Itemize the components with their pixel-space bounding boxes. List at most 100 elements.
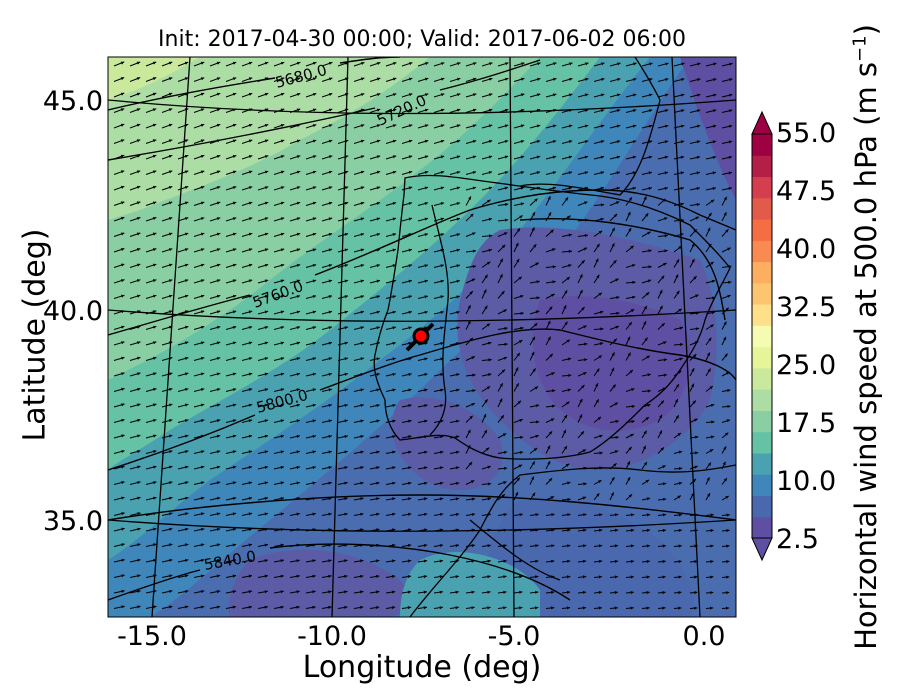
wind-vector-head xyxy=(600,203,605,207)
wind-vector-head xyxy=(200,201,205,205)
wind-vector-head xyxy=(615,513,619,517)
wind-vector-head xyxy=(200,388,205,392)
wind-vector-head xyxy=(695,294,699,298)
wind-vector-head xyxy=(584,201,588,205)
wind-vector-head xyxy=(553,77,557,81)
wind-vector-head xyxy=(344,497,348,501)
wind-vector-head xyxy=(727,404,731,408)
wind-vector-head xyxy=(376,77,381,81)
wind-vector-head xyxy=(646,497,651,501)
wind-vector-head xyxy=(280,419,284,423)
wind-vector-head xyxy=(169,481,173,485)
wind-vector-head xyxy=(456,139,461,143)
wind-vector-head xyxy=(216,232,221,236)
wind-vector-head xyxy=(611,367,615,372)
wind-vector-head xyxy=(153,325,157,329)
wind-vector-head xyxy=(185,543,189,547)
wind-vector-head xyxy=(169,372,173,376)
wind-vector-head xyxy=(407,590,412,594)
wind-vector-head xyxy=(328,170,333,174)
wind-vector-head xyxy=(504,218,509,222)
wind-vector-head xyxy=(710,591,714,595)
wind-vector-head xyxy=(648,109,653,113)
wind-vector-head xyxy=(296,61,301,65)
wind-vector-head xyxy=(232,465,237,469)
wind-vector-head xyxy=(563,446,567,450)
wind-vector-head xyxy=(707,352,710,356)
wind-vector-head xyxy=(120,92,125,96)
wind-vector-head xyxy=(614,544,619,548)
wind-vector-head xyxy=(471,278,476,282)
wind-vector-head xyxy=(712,109,717,113)
wind-vector-head xyxy=(121,496,125,500)
wind-vector-head xyxy=(581,385,585,389)
wind-vector-head xyxy=(504,186,509,190)
wind-vector-head xyxy=(675,274,679,278)
wind-vector-head xyxy=(392,357,396,361)
wind-vector-head xyxy=(344,295,348,299)
wind-vector-head xyxy=(216,559,221,563)
wind-vector-head xyxy=(264,512,268,516)
wind-vector-head xyxy=(391,606,396,610)
wind-vector-head xyxy=(280,217,285,221)
wind-vector-head xyxy=(296,170,301,174)
wind-vector-head xyxy=(360,481,364,485)
wind-vector-head xyxy=(674,399,678,403)
wind-vector-head xyxy=(532,212,535,216)
wind-vector-head xyxy=(488,108,493,112)
wind-vector-head xyxy=(137,481,141,485)
wind-vector-head xyxy=(696,187,700,191)
wind-vector-head xyxy=(501,369,506,373)
wind-vector-head xyxy=(468,462,473,466)
wind-vector-head xyxy=(707,493,710,497)
wind-vector-head xyxy=(408,450,412,454)
wind-vector-head xyxy=(344,388,348,392)
wind-vector-head xyxy=(553,93,557,97)
wind-vector-head xyxy=(632,295,636,299)
wind-vector-head xyxy=(344,435,348,439)
wind-vector-head xyxy=(200,61,205,65)
wind-vector-head xyxy=(328,590,332,594)
wind-vector-head xyxy=(456,279,460,283)
wind-vector-head xyxy=(408,202,413,205)
wind-vector-head xyxy=(152,139,157,143)
wind-vector-head xyxy=(232,155,237,158)
wind-vector-head xyxy=(328,232,333,236)
wind-vector-head xyxy=(312,93,317,96)
wind-vector-head xyxy=(616,296,620,300)
wind-vector-head xyxy=(440,170,445,174)
wind-vector-head xyxy=(360,310,364,314)
wind-vector-head xyxy=(633,62,637,66)
wind-vector-head xyxy=(137,496,141,500)
wind-vector-head xyxy=(360,435,364,439)
wind-vector-head xyxy=(486,261,491,265)
wind-vector-head xyxy=(185,605,189,609)
wind-vector-head xyxy=(694,575,698,579)
wind-vector-head xyxy=(501,244,506,249)
wind-vector-head xyxy=(456,404,460,408)
wind-vector-head xyxy=(344,559,348,563)
wind-vector-head xyxy=(516,228,520,232)
wind-vector-head xyxy=(568,155,573,159)
wind-vector-head xyxy=(439,575,443,579)
wind-vector-head xyxy=(328,466,332,470)
wind-vector-head xyxy=(488,186,493,190)
wind-vector-head xyxy=(567,481,571,485)
wind-vector-head xyxy=(520,155,525,159)
wind-vector-head xyxy=(552,389,556,393)
wind-vector-head xyxy=(584,171,589,175)
wind-vector-head xyxy=(680,109,685,113)
wind-vector-head xyxy=(264,92,269,96)
wind-vector-head xyxy=(568,124,573,128)
wind-vector-head xyxy=(695,216,699,220)
wind-vector-head xyxy=(216,450,221,454)
wind-vector-head xyxy=(631,264,636,268)
wind-vector-head xyxy=(264,326,269,330)
wind-vector-head xyxy=(328,248,333,252)
wind-vector-head xyxy=(152,232,157,236)
wind-vector-head xyxy=(664,171,668,175)
wind-vector-head xyxy=(596,368,600,372)
colorbar-tick-label: 25.0 xyxy=(776,350,836,381)
wind-vector-head xyxy=(456,419,460,423)
wind-vector-head xyxy=(569,93,573,97)
